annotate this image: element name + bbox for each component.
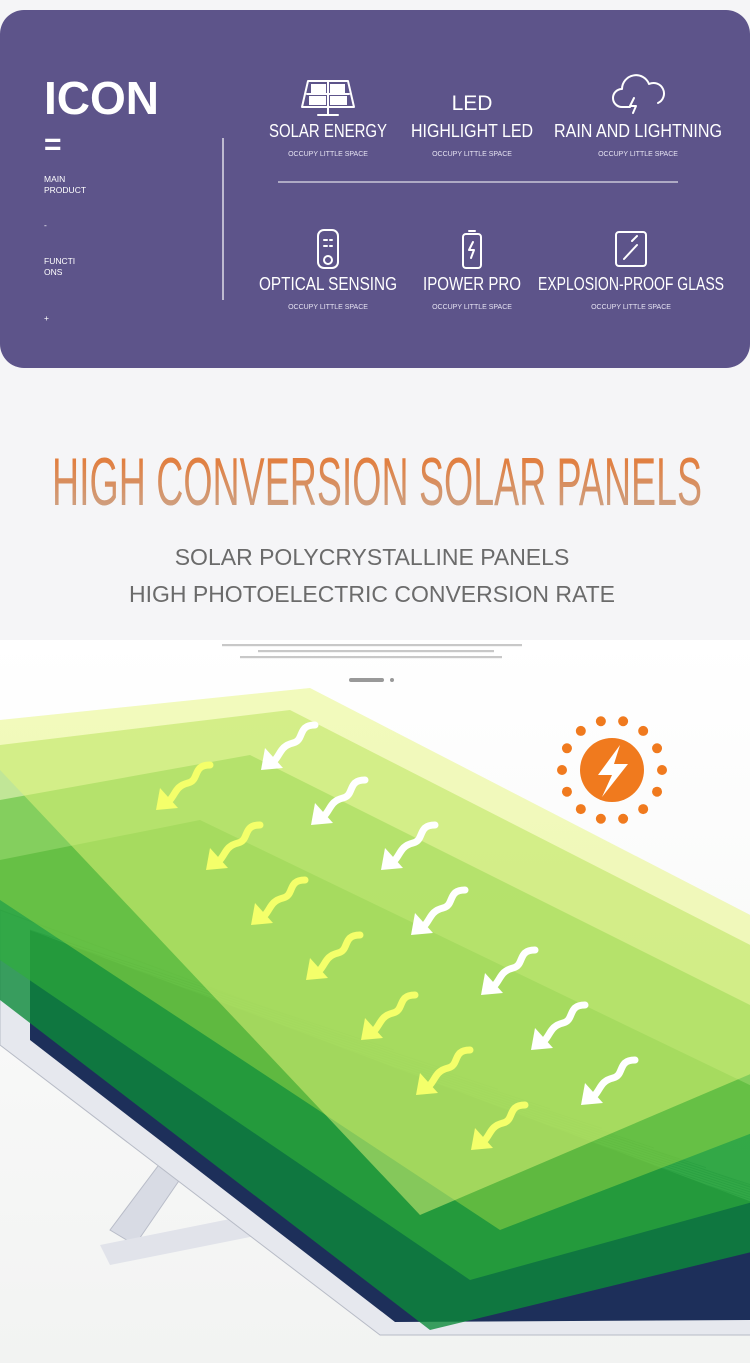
sun-dot [638, 804, 649, 815]
headline-title: HIGH CONVERSION SOLAR PANELS [52, 444, 702, 520]
arrow-head [531, 1028, 553, 1050]
side-label: - [44, 220, 47, 230]
sun-dot [557, 765, 567, 775]
feature-note: OCCUPY LITTLE SPACE [591, 304, 671, 311]
sun-dot [652, 743, 663, 754]
arrow-head [261, 748, 283, 770]
side-label: ONS [44, 267, 63, 277]
icon-glass [615, 231, 647, 267]
icon-cell [330, 84, 345, 93]
fine-print [258, 650, 494, 653]
feature-name: EXPLOSION-PROOF GLASS [538, 274, 724, 294]
icon-shape [623, 235, 638, 260]
light-arrow [426, 1046, 474, 1089]
sun-dot [657, 765, 667, 775]
headline-subtitle: HIGH PHOTOELECTRIC CONVERSION RATE [129, 581, 615, 607]
side-label: PRODUCT [44, 185, 86, 195]
feature-name: SOLAR ENERGY [269, 121, 387, 141]
icon-cloud [612, 74, 665, 114]
arrow-head [156, 788, 178, 810]
panel-mark: = [44, 128, 62, 161]
icon-shape [317, 229, 339, 269]
feature-name: IPOWER PRO [423, 274, 521, 294]
arrow-head [311, 803, 333, 825]
sun-dot [595, 813, 606, 824]
feature-note: OCCUPY LITTLE SPACE [288, 151, 368, 158]
icon-shape [462, 233, 482, 269]
arrow-head [411, 913, 433, 935]
icon-panel [0, 10, 750, 368]
light-arrow [591, 1056, 639, 1099]
feature-note: OCCUPY LITTLE SPACE [432, 151, 512, 158]
panel-title: ICON [44, 72, 159, 124]
arrow-head [381, 848, 403, 870]
icon-shape [612, 74, 665, 114]
side-label: MAIN [44, 174, 65, 184]
pager-active [349, 678, 384, 682]
arrow-head [206, 848, 228, 870]
icon-cell [309, 96, 326, 105]
icon-cell [311, 84, 326, 93]
light-arrow [481, 1101, 529, 1144]
headline-subtitle: SOLAR POLYCRYSTALLINE PANELS [175, 544, 570, 570]
sun-dot [561, 743, 572, 754]
arrow-head [481, 973, 503, 995]
light-layer [0, 688, 750, 1215]
light-arrow [261, 876, 309, 919]
light-arrow [271, 721, 319, 764]
sun-dot [618, 813, 629, 824]
light-arrow [391, 821, 439, 864]
arrow-head [251, 903, 273, 925]
arrow-head [306, 958, 328, 980]
sun-dot [561, 786, 572, 797]
arrow-head [361, 1018, 383, 1040]
sun-dot [618, 716, 629, 727]
feature-name: OPTICAL SENSING [259, 274, 397, 294]
side-label: + [44, 313, 49, 323]
icon-shape [615, 231, 647, 267]
light-arrow [316, 931, 364, 974]
light-arrow [216, 821, 264, 864]
arrow-head [581, 1083, 603, 1105]
light-arrow [421, 886, 469, 929]
arrow-head [471, 1128, 493, 1150]
light-arrow [541, 1001, 589, 1044]
feature-name: RAIN AND LIGHTNING [554, 121, 722, 141]
arrow-head [416, 1073, 438, 1095]
icon-shape [468, 230, 476, 259]
feature-note: OCCUPY LITTLE SPACE [288, 304, 368, 311]
icon-shape [323, 239, 333, 247]
fine-print [222, 644, 522, 647]
icon-shape [323, 255, 333, 265]
feature-note: OCCUPY LITTLE SPACE [598, 151, 678, 158]
pager-dot [390, 678, 394, 682]
sun-dot [595, 716, 606, 727]
icon-remote [317, 229, 339, 269]
light-arrow [166, 761, 214, 804]
icon-battery [462, 230, 482, 269]
sun-bolt [598, 745, 628, 797]
sun-dot [652, 786, 663, 797]
feature-name: HIGHLIGHT LED [411, 121, 533, 141]
icon-solar [301, 80, 355, 116]
feature-note: OCCUPY LITTLE SPACE [432, 304, 512, 311]
icon-led-text: LED [452, 92, 493, 115]
light-arrow [491, 946, 539, 989]
icon-cell [330, 96, 347, 105]
side-label: FUNCTI [44, 256, 75, 266]
light-arrow [321, 776, 369, 819]
fine-print [240, 656, 502, 659]
icon-shape [301, 80, 355, 116]
light-arrow [371, 991, 419, 1034]
sun-dot [638, 725, 649, 736]
sun-dot [575, 725, 586, 736]
sun-dot [575, 804, 586, 815]
